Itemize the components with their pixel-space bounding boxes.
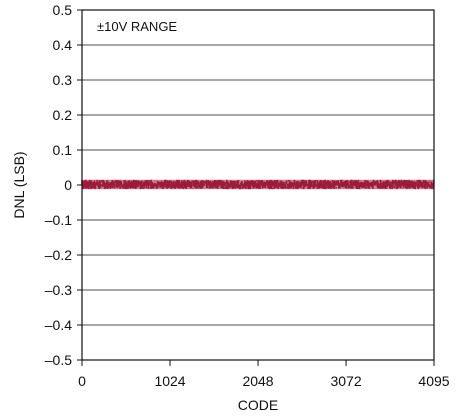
y-tick-label: 0.1 xyxy=(53,142,73,158)
x-tick-label: 1024 xyxy=(154,373,185,389)
y-tick-label: 0 xyxy=(64,177,72,193)
y-tick-label: –0.4 xyxy=(45,317,72,333)
dnl-band xyxy=(82,179,434,190)
y-tick-label: –0.3 xyxy=(45,282,72,298)
x-tick-label: 4095 xyxy=(418,373,449,389)
ticks xyxy=(77,9,435,366)
y-tick-label: –0.2 xyxy=(45,247,72,263)
y-axis-label: DNL (LSB) xyxy=(11,151,27,218)
x-tick-label: 3072 xyxy=(330,373,361,389)
x-tick-label: 2048 xyxy=(242,373,273,389)
x-tick-label: 0 xyxy=(78,373,86,389)
series-layer xyxy=(81,179,435,190)
y-tick-label: –0.5 xyxy=(45,352,72,368)
y-tick-label: 0.2 xyxy=(53,107,73,123)
range-annotation: ±10V RANGE xyxy=(97,19,177,34)
y-tick-label: –0.1 xyxy=(45,212,72,228)
y-tick-label: 0.5 xyxy=(53,2,73,18)
y-tick-label: 0.3 xyxy=(53,72,73,88)
x-axis-label: CODE xyxy=(238,397,278,413)
y-tick-label: 0.4 xyxy=(53,37,73,53)
tick-labels: 0.5 0.4 0.3 0.2 0.1 0 –0.1 –0.2 –0.3 –0.4 –0.5 0 102… xyxy=(45,2,450,389)
